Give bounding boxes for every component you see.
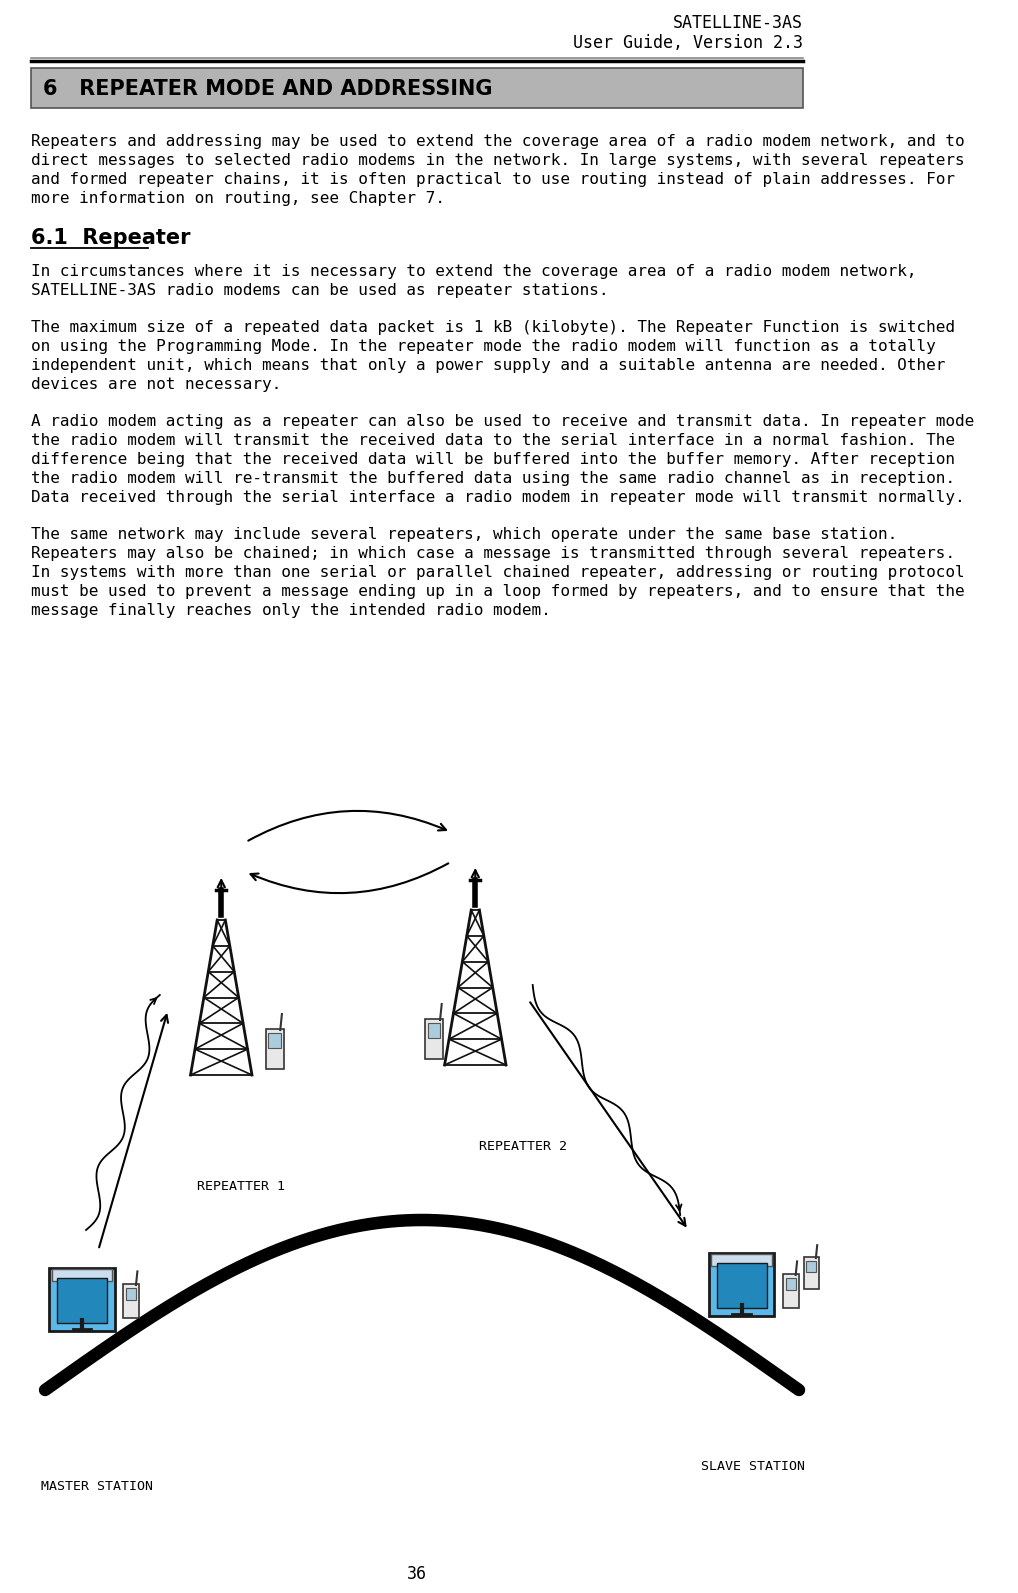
- FancyBboxPatch shape: [717, 1263, 767, 1308]
- FancyBboxPatch shape: [57, 1279, 107, 1322]
- Text: message finally reaches only the intended radio modem.: message finally reaches only the intende…: [32, 604, 551, 618]
- FancyBboxPatch shape: [266, 1029, 284, 1069]
- Text: difference being that the received data will be buffered into the buffer memory.: difference being that the received data …: [32, 452, 955, 467]
- Text: on using the Programming Mode. In the repeater mode the radio modem will functio: on using the Programming Mode. In the re…: [32, 339, 936, 354]
- Text: direct messages to selected radio modems in the network. In large systems, with : direct messages to selected radio modems…: [32, 153, 965, 167]
- Text: REPEATTER 2: REPEATTER 2: [479, 1141, 567, 1153]
- FancyBboxPatch shape: [709, 1254, 775, 1316]
- FancyBboxPatch shape: [783, 1274, 798, 1308]
- FancyBboxPatch shape: [786, 1278, 796, 1290]
- Text: Repeaters may also be chained; in which case a message is transmitted through se: Repeaters may also be chained; in which …: [32, 546, 955, 561]
- FancyBboxPatch shape: [804, 1257, 818, 1289]
- FancyBboxPatch shape: [269, 1034, 281, 1048]
- FancyBboxPatch shape: [806, 1260, 816, 1273]
- Text: must be used to prevent a message ending up in a loop formed by repeaters, and t: must be used to prevent a message ending…: [32, 585, 965, 599]
- Text: 6   REPEATER MODE AND ADDRESSING: 6 REPEATER MODE AND ADDRESSING: [43, 80, 492, 99]
- Text: The same network may include several repeaters, which operate under the same bas: The same network may include several rep…: [32, 527, 898, 542]
- Text: 36: 36: [407, 1564, 428, 1583]
- FancyBboxPatch shape: [52, 1270, 112, 1281]
- Text: Repeaters and addressing may be used to extend the coverage area of a radio mode: Repeaters and addressing may be used to …: [32, 134, 965, 150]
- FancyBboxPatch shape: [123, 1284, 138, 1319]
- Text: SATELLINE-3AS radio modems can be used as repeater stations.: SATELLINE-3AS radio modems can be used a…: [32, 284, 609, 298]
- Text: more information on routing, see Chapter 7.: more information on routing, see Chapter…: [32, 191, 445, 205]
- FancyBboxPatch shape: [49, 1268, 115, 1330]
- Text: 6.1  Repeater: 6.1 Repeater: [32, 228, 190, 249]
- Text: the radio modem will re-transmit the buffered data using the same radio channel : the radio modem will re-transmit the buf…: [32, 472, 955, 486]
- FancyBboxPatch shape: [32, 68, 803, 108]
- Text: SLAVE STATION: SLAVE STATION: [700, 1461, 804, 1474]
- Text: User Guide, Version 2.3: User Guide, Version 2.3: [573, 33, 803, 53]
- FancyBboxPatch shape: [712, 1254, 772, 1266]
- Text: the radio modem will transmit the received data to the serial interface in a nor: the radio modem will transmit the receiv…: [32, 433, 955, 448]
- Text: and formed repeater chains, it is often practical to use routing instead of plai: and formed repeater chains, it is often …: [32, 172, 955, 186]
- FancyBboxPatch shape: [126, 1287, 136, 1300]
- Text: Data received through the serial interface a radio modem in repeater mode will t: Data received through the serial interfa…: [32, 491, 965, 505]
- Text: independent unit, which means that only a power supply and a suitable antenna ar: independent unit, which means that only …: [32, 358, 946, 373]
- Text: In circumstances where it is necessary to extend the coverage area of a radio mo: In circumstances where it is necessary t…: [32, 264, 916, 279]
- Text: MASTER STATION: MASTER STATION: [41, 1480, 153, 1493]
- Text: SATELLINE-3AS: SATELLINE-3AS: [673, 14, 803, 32]
- FancyBboxPatch shape: [426, 1020, 444, 1059]
- Text: A radio modem acting as a repeater can also be used to receive and transmit data: A radio modem acting as a repeater can a…: [32, 414, 974, 429]
- Text: In systems with more than one serial or parallel chained repeater, addressing or: In systems with more than one serial or …: [32, 566, 965, 580]
- FancyBboxPatch shape: [429, 1023, 441, 1037]
- Text: The maximum size of a repeated data packet is 1 kB (kilobyte). The Repeater Func: The maximum size of a repeated data pack…: [32, 320, 955, 335]
- Text: REPEATTER 1: REPEATTER 1: [196, 1180, 285, 1193]
- Text: devices are not necessary.: devices are not necessary.: [32, 378, 281, 392]
